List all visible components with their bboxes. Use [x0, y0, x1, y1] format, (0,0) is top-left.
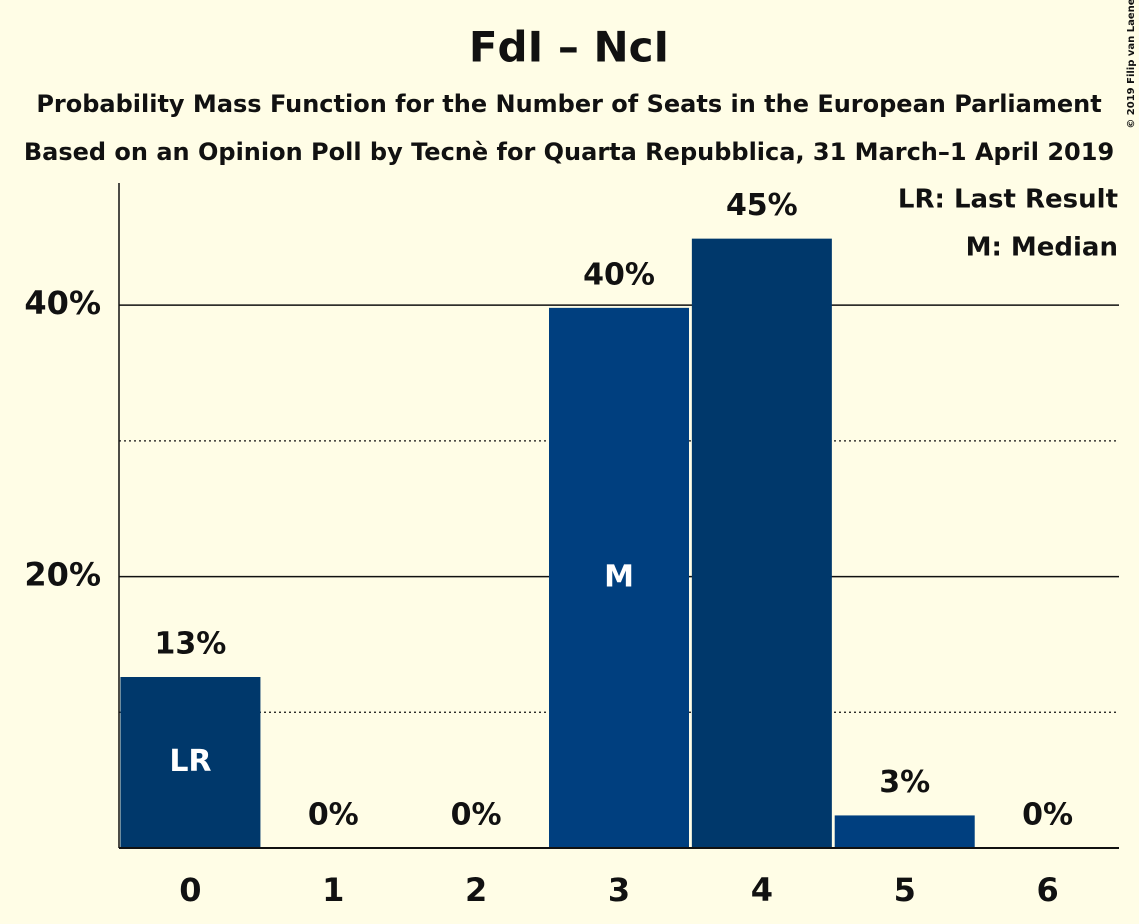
legend-entry: LR: Last Result [898, 185, 1118, 215]
chart-subtitle: Probability Mass Function for the Number… [36, 90, 1101, 118]
x-tick-label: 4 [751, 871, 773, 909]
value-label: 0% [1022, 798, 1073, 833]
label-background [1002, 796, 1093, 836]
legend-background [930, 180, 1125, 220]
value-label: 0% [451, 798, 502, 833]
x-tick-label: 6 [1036, 871, 1058, 909]
bar [691, 238, 832, 849]
legend-entry: M: Median [966, 233, 1118, 263]
value-label: 40% [583, 257, 655, 292]
chart-subtitle: Based on an Opinion Poll by Tecnè for Qu… [24, 138, 1114, 166]
x-tick-label: 1 [322, 871, 344, 909]
x-tick-label: 0 [179, 871, 201, 909]
bar [834, 815, 975, 848]
y-tick-label: 20% [24, 556, 101, 594]
value-label: 45% [726, 188, 798, 223]
value-label: 13% [155, 627, 227, 662]
bar-annotation: LR [169, 744, 211, 779]
legend-background [930, 228, 1125, 268]
label-background [288, 796, 379, 836]
label-background [859, 763, 950, 804]
x-tick-label: 5 [894, 871, 916, 909]
x-tick-label: 2 [465, 871, 487, 909]
label-background [574, 255, 664, 296]
value-label: 0% [308, 798, 359, 833]
chart-title: FdI – NcI [469, 23, 669, 72]
bar [120, 677, 261, 848]
label-background [431, 796, 522, 836]
value-label: 3% [879, 765, 930, 800]
bar-annotation: M [604, 559, 634, 594]
copyright: © 2019 Filip van Laenen [1126, 0, 1137, 129]
label-background [716, 186, 807, 227]
y-tick-label: 40% [24, 284, 101, 322]
bar [549, 307, 689, 848]
x-tick-label: 3 [608, 871, 630, 909]
label-background [145, 625, 236, 665]
